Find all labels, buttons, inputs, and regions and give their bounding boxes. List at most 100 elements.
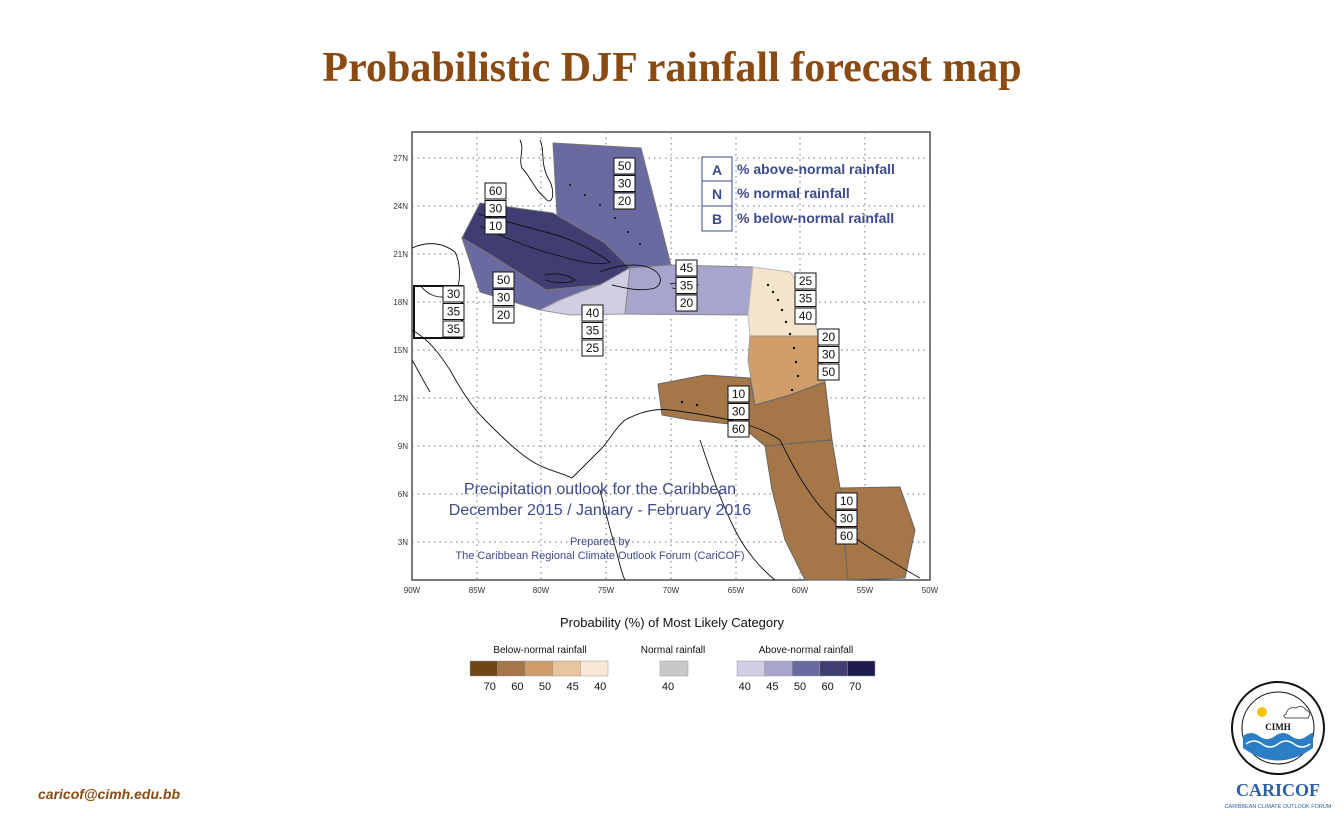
legend-below-label: Below-normal rainfall	[493, 645, 586, 656]
zone-value: 40	[586, 306, 600, 320]
zone-values-jamaica-south: 40 35 25	[581, 304, 604, 357]
zone-value: 30	[447, 287, 461, 301]
zone-value-box	[727, 420, 750, 438]
lon-tick-label: 90W	[404, 586, 421, 595]
lon-tick-label: 70W	[663, 586, 680, 595]
below-legend-value: 40	[594, 681, 606, 693]
lesser-antilles	[569, 184, 800, 407]
zone-value-box	[492, 306, 515, 324]
zone-value-box	[613, 157, 636, 175]
zone-values-cuba-bahamas: 60 30 10	[484, 182, 507, 235]
below-legend-value: 70	[484, 681, 496, 693]
zone-value: 30	[822, 348, 836, 362]
zone-value: 60	[489, 184, 503, 198]
zone-value: 20	[822, 330, 836, 344]
lat-tick-label: 9N	[398, 442, 408, 451]
above-legend-value: 50	[794, 681, 806, 693]
zone-value-box	[442, 320, 465, 338]
zone-value-box	[794, 307, 817, 325]
zone-value: 20	[618, 194, 632, 208]
svg-text:CIMH: CIMH	[1265, 722, 1291, 732]
below-swatch	[552, 660, 581, 677]
zone-value: 50	[618, 159, 632, 173]
zone-value-box	[484, 217, 507, 235]
zone-values-cayman-jamaica-region: 50 30 20	[492, 271, 515, 324]
zone-value-box	[817, 346, 840, 363]
zone-value: 35	[680, 279, 694, 293]
normal-legend-value: 40	[662, 681, 674, 693]
lon-tick-label: 60W	[792, 586, 809, 595]
lon-tick-label: 65W	[728, 586, 745, 595]
zone-value: 60	[732, 422, 746, 436]
zone-value-box	[492, 271, 515, 289]
zone-value: 30	[497, 291, 511, 305]
outlook-title: Precipitation outlook for the Caribbean	[464, 481, 736, 498]
prepared-by-org: The Caribbean Regional Climate Outlook F…	[455, 550, 744, 562]
lon-tick-label: 50W	[922, 586, 939, 595]
zone-value-box	[442, 285, 465, 303]
zone-values-belize: 30 35 35	[442, 285, 465, 338]
lat-tick-label: 6N	[398, 490, 408, 499]
zone-value-box	[613, 192, 636, 210]
zone-value-box	[675, 259, 698, 277]
prepared-by: Prepared by	[570, 536, 630, 548]
zone-values-hispaniola-puerto-rico: 45 35 20	[675, 259, 698, 312]
contact-email[interactable]: caricof@cimh.edu.bb	[38, 786, 181, 802]
zone-value: 35	[586, 324, 600, 338]
zone-values-northern-leewards: 25 35 40	[794, 272, 817, 325]
above-legend-value: 60	[821, 681, 833, 693]
key-text-below: % below-normal rainfall	[737, 210, 894, 226]
zone-value: 35	[447, 322, 461, 336]
lon-tick-label: 85W	[469, 586, 486, 595]
sun-icon	[1257, 707, 1267, 717]
zone-value: 35	[447, 305, 461, 319]
above-legend-value: 40	[739, 681, 751, 693]
zone-value-box	[492, 289, 515, 306]
lat-tick-label: 3N	[398, 538, 408, 547]
caricof-logo: CIMH CARICOF CARIBBEAN CLIMATE OUTLOOK F…	[1225, 681, 1332, 810]
svg-text:CARICOF: CARICOF	[1236, 780, 1320, 800]
zone-value-box	[613, 175, 636, 192]
zone-value: 40	[799, 309, 813, 323]
lat-tick-label: 27N	[393, 154, 408, 163]
color-legend: Probability (%) of Most Likely Category …	[469, 615, 876, 693]
zone-value: 25	[799, 274, 813, 288]
zone-value-box	[794, 290, 817, 307]
key-text-normal: % normal rainfall	[737, 185, 850, 201]
zone-value-box	[835, 510, 858, 527]
key-letter-n: N	[712, 186, 722, 202]
above-legend-value: 45	[766, 681, 778, 693]
lon-tick-label: 55W	[857, 586, 874, 595]
zone-values-abc-islands-trinidad: 10 30 60	[727, 385, 750, 438]
zone-value-box	[817, 328, 840, 346]
zone-value-box	[581, 304, 604, 322]
zone-value-box	[442, 303, 465, 320]
normal-swatch	[659, 660, 689, 677]
below-swatch	[497, 660, 526, 677]
zone-value: 20	[680, 296, 694, 310]
above-swatch	[791, 660, 821, 677]
zone-value-box	[581, 339, 604, 357]
key-letter-b: B	[712, 211, 722, 227]
zone-value: 50	[822, 365, 836, 379]
zone-value: 30	[732, 405, 746, 419]
zone-values-guianas: 10 30 60	[835, 492, 858, 545]
key-text-above: % above-normal rainfall	[737, 161, 895, 177]
below-swatch	[524, 660, 554, 677]
above-swatch	[764, 660, 793, 677]
lat-tick-label: 15N	[393, 346, 408, 355]
zone-value: 10	[732, 387, 746, 401]
legend-normal-label: Normal rainfall	[641, 645, 705, 656]
legend-above-label: Above-normal rainfall	[759, 645, 854, 656]
lat-tick-label: 18N	[393, 298, 408, 307]
below-swatch	[469, 660, 498, 677]
below-legend-value: 45	[566, 681, 578, 693]
svg-text:CARIBBEAN CLIMATE OUTLOOK FORU: CARIBBEAN CLIMATE OUTLOOK FORUM	[1225, 804, 1332, 810]
zone-value: 60	[840, 529, 854, 543]
cloud-icon	[1283, 705, 1311, 719]
above-swatch	[847, 660, 876, 677]
above-swatch	[819, 660, 848, 677]
zone-value: 10	[489, 219, 503, 233]
zone-values-bahamas-north: 50 30 20	[613, 157, 636, 210]
